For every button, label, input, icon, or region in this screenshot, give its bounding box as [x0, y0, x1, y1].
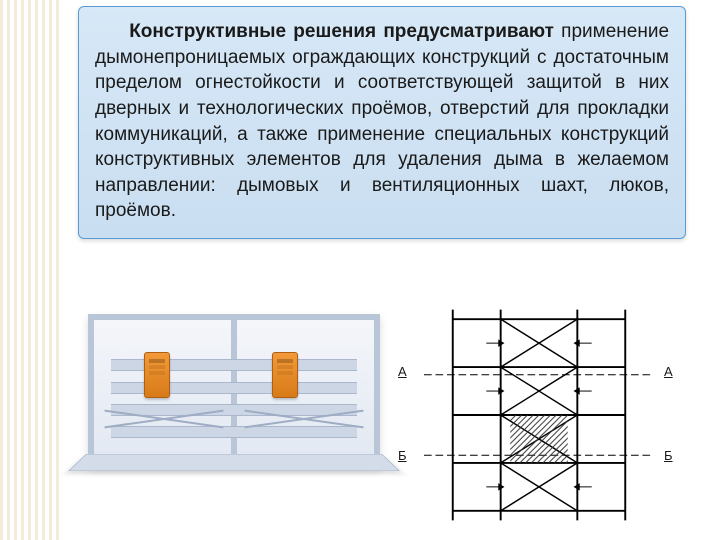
actuator: [272, 352, 298, 398]
lead-bold: Конструктивные решения предусматривают: [129, 21, 554, 42]
label-A-left: А: [398, 364, 407, 379]
damper-blade: [111, 426, 357, 438]
schematic-svg: [392, 300, 686, 530]
paragraph: Конструктивные решения предусматривают п…: [95, 19, 669, 224]
slide: Конструктивные решения предусматривают п…: [0, 0, 720, 540]
actuator: [144, 352, 170, 398]
schematic-svg-wrap: А А Б Б: [392, 300, 686, 530]
damper-frame: [88, 314, 380, 466]
label-B-right: Б: [664, 448, 673, 463]
body-text: применение дымонепроницаемых ограждающих…: [95, 21, 669, 221]
content-box: Конструктивные решения предусматривают п…: [78, 6, 686, 239]
side-stripe: [0, 0, 62, 540]
bottom-flap: [68, 454, 400, 471]
label-A-right: А: [664, 364, 673, 379]
figures-row: А А Б Б: [78, 296, 686, 532]
damper-figure: [78, 296, 372, 532]
stair-schematic: А А Б Б: [392, 296, 686, 532]
label-B-left: Б: [398, 448, 407, 463]
damper-blade: [111, 404, 357, 416]
